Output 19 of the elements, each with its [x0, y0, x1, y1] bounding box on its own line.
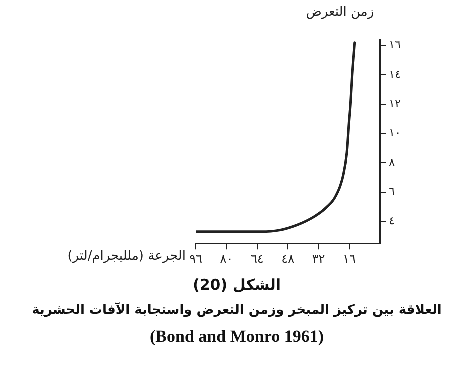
x-tick-label: ٨٠ — [220, 252, 234, 266]
x-axis-title: الجرعة (ملليجرام/لتر) — [68, 248, 186, 264]
x-tick-label: ٩٦ — [190, 252, 202, 266]
text: (Bond and Monro 1961) — [149, 326, 325, 348]
x-tick-label: ١٦ — [343, 252, 356, 266]
x-tick-label: ٦٤ — [250, 252, 264, 266]
y-tick-label: ١٠ — [389, 126, 402, 140]
y-tick-label: ٤ — [389, 214, 396, 228]
y-tick-label: ١٤ — [389, 68, 402, 82]
line-series — [196, 42, 356, 234]
y-tick-label: ١٢ — [389, 97, 402, 110]
text: الشكل (20) — [192, 275, 282, 296]
y-tick-label: ٨ — [389, 156, 396, 169]
x-tick-label: ٤٨ — [282, 252, 296, 266]
y-axis-title: زمن التعرض — [306, 4, 374, 20]
y-tick-label: ٦ — [389, 185, 396, 198]
x-tick-label: ٣٢ — [312, 252, 326, 266]
y-tick-label: ١٦ — [389, 38, 402, 52]
text: العلاقة بين تركيز المبخر وزمن التعرض واستجابة الآفات الحشرية — [31, 302, 443, 320]
